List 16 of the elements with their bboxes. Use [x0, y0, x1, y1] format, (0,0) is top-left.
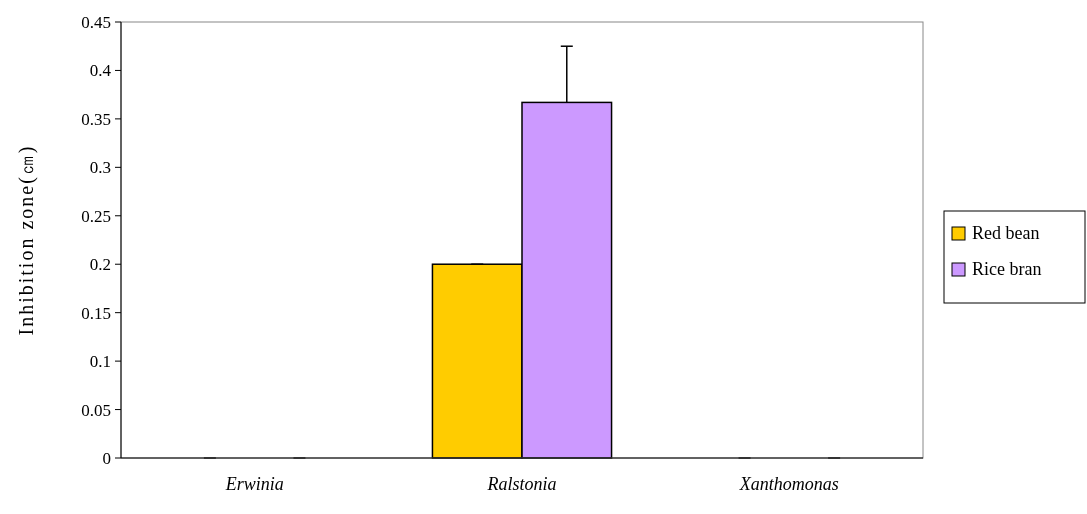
x-tick-label: Ralstonia — [486, 474, 557, 494]
legend-label: Rice bran — [972, 259, 1042, 280]
y-axis-title: Inhibition zone(㎝) — [15, 144, 38, 336]
y-tick-label: 0.3 — [89, 158, 111, 178]
x-tick-label: Erwinia — [224, 474, 284, 494]
y-tick-label: 0.35 — [81, 109, 111, 129]
y-tick-label: 0.2 — [89, 255, 111, 275]
y-tick-label: 0.1 — [89, 352, 111, 372]
y-tick-label: 0.25 — [81, 206, 111, 226]
y-tick-label: 0.05 — [81, 400, 111, 420]
x-tick-label: Xanthomonas — [738, 474, 839, 494]
legend-label: Red bean — [972, 223, 1040, 244]
y-tick-label: 0 — [102, 448, 111, 468]
y-tick-label: 0.15 — [81, 303, 111, 323]
y-tick-label: 0.45 — [81, 12, 111, 32]
y-tick-label: 0.4 — [89, 61, 112, 81]
